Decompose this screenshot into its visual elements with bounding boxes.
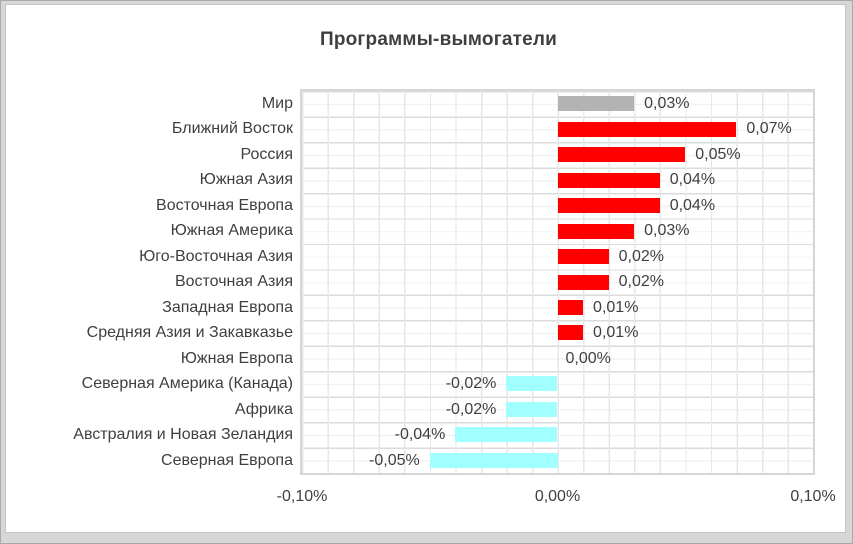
bar [557,223,635,239]
x-axis-tick-label: 0,00% [534,488,581,505]
bar-value-label: 0,03% [644,222,690,240]
bar-value-label: 0,01% [593,324,639,342]
bar [557,274,609,290]
category-label: Южная Европа [180,349,293,367]
chart-canvas: Программы-вымогатели Мир Ближний Восток Ро… [5,4,846,533]
bar-value-label: 0,07% [746,120,792,138]
bar [506,401,558,417]
bar-value-label: -0,02% [445,400,497,418]
bar [557,325,584,341]
bar-value-label: 0,03% [644,95,690,112]
x-axis: -0,10% 0,00% 0,10% [277,488,836,510]
bar [557,198,660,214]
category-label: Восточная Европа [156,196,293,214]
bar-value-label: 0,02% [618,247,664,265]
bar [557,96,635,112]
bar [506,376,558,392]
category-label: Северная Европа [161,451,293,469]
category-axis: Мир Ближний Восток Россия Южная Азия Восточн… [6,91,293,473]
bar [557,147,686,163]
chart-title: Программы-вымогатели [319,29,558,50]
bar-value-label: 0,04% [669,196,716,214]
bar-value-label: -0,02% [445,375,497,393]
bar-value-label: 0,05% [695,145,741,163]
category-label: Западная Европа [162,298,293,316]
category-label: Средняя Азия и Закавказье [86,324,293,342]
category-label: Россия [240,145,293,163]
category-label: Ближний Восток [171,120,293,138]
bar-value-label: 0,04% [669,171,716,189]
category-label: Юго-Восточная Азия [139,247,293,265]
bar-value-label: 0,02% [618,273,664,291]
category-label: Австралия и Новая Зеландия [73,426,293,444]
x-axis-tick-label: -0,10% [276,488,328,505]
bar-value-label: -0,04% [394,426,446,444]
bar-value-label: 0,01% [593,298,639,316]
bar-value-label: 0,00% [565,349,611,367]
plot-area: 0,03% 0,07% 0,05% 0,04% 0,04% 0,03% 0,02% 0,02%… [300,89,815,475]
x-axis-tick-label: 0,10% [790,488,836,505]
category-label: Южная Азия [199,171,293,189]
bar-value-label: -0,05% [369,451,420,469]
category-label: Мир [261,95,293,112]
category-label: Африка [234,400,293,418]
bar [557,121,737,137]
bar [429,452,558,468]
bar [557,249,609,265]
category-label: Восточная Азия [174,273,293,291]
bar [557,172,660,188]
bar [557,299,584,315]
bar [455,427,558,443]
category-label: Южная Америка [170,222,293,240]
category-label: Северная Америка (Канада) [81,375,293,393]
